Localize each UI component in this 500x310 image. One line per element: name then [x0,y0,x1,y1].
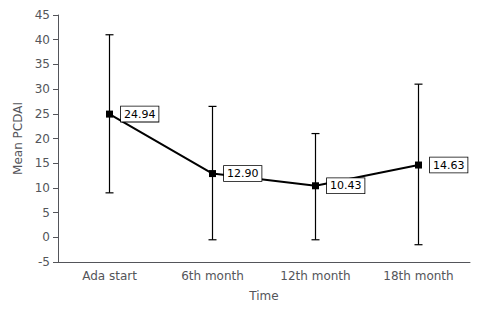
svg-text:14.63: 14.63 [433,159,465,172]
svg-text:30: 30 [35,82,50,96]
svg-text:-5: -5 [38,255,50,269]
svg-text:5: 5 [42,206,50,220]
svg-text:Mean PCDAI: Mean PCDAI [11,102,25,175]
svg-text:6th month: 6th month [181,269,244,283]
svg-text:10.43: 10.43 [330,179,362,192]
svg-text:24.94: 24.94 [124,108,156,121]
svg-text:10: 10 [35,181,50,195]
svg-text:25: 25 [35,107,50,121]
svg-text:12.90: 12.90 [227,167,259,180]
svg-text:15: 15 [35,156,50,170]
svg-text:12th month: 12th month [280,269,350,283]
svg-text:40: 40 [35,33,50,47]
svg-text:Ada start: Ada start [82,269,137,283]
svg-text:20: 20 [35,132,50,146]
svg-text:35: 35 [35,57,50,71]
svg-text:18th month: 18th month [383,269,453,283]
svg-text:0: 0 [42,230,50,244]
svg-text:Time: Time [248,289,278,303]
svg-text:45: 45 [35,8,50,22]
